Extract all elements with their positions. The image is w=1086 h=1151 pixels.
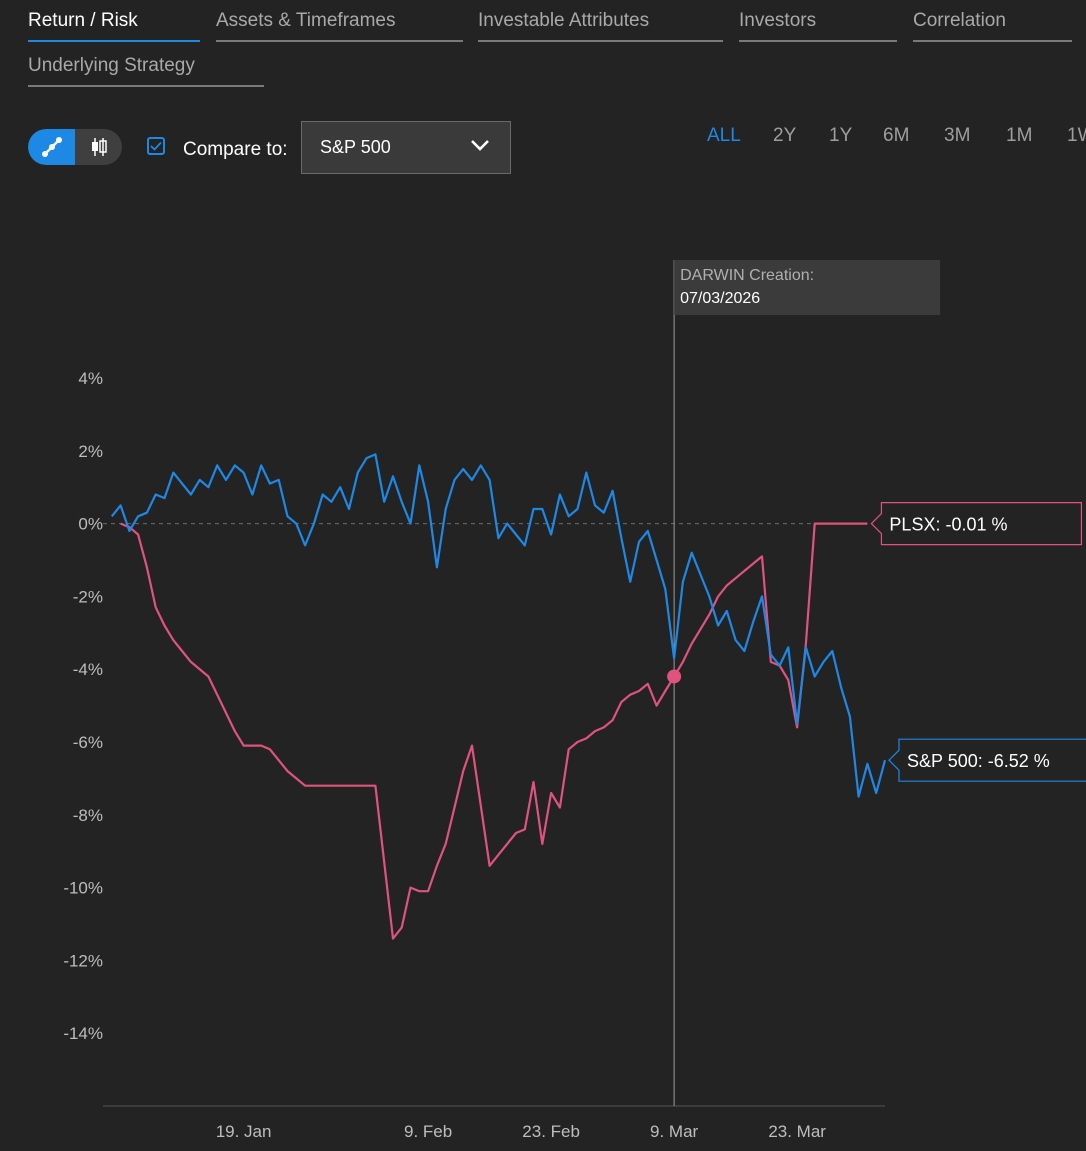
x-tick-label: 23. Mar bbox=[768, 1122, 826, 1141]
tab-investable-attributes[interactable]: Investable Attributes bbox=[478, 10, 650, 31]
tab-underline bbox=[478, 40, 723, 42]
tab-underline bbox=[216, 40, 463, 42]
x-tick-label: 9. Feb bbox=[404, 1122, 452, 1141]
series-line-sp500[interactable] bbox=[110, 453, 887, 798]
range-button-all[interactable]: ALL bbox=[707, 125, 741, 146]
tab-assets-timeframes[interactable]: Assets & Timeframes bbox=[216, 10, 396, 31]
y-tick-label: -12% bbox=[63, 951, 103, 970]
y-tick-label: 4% bbox=[78, 369, 103, 388]
compare-select[interactable]: S&P 500 bbox=[301, 121, 511, 174]
end-label-sp500-text: S&P 500: -6.52 % bbox=[907, 751, 1050, 771]
compare-label: Compare to: bbox=[183, 139, 288, 160]
y-tick-label: 0% bbox=[78, 515, 103, 534]
tab-return-risk[interactable]: Return / Risk bbox=[28, 10, 138, 31]
range-button-3m[interactable]: 3M bbox=[944, 125, 971, 146]
range-button-1w[interactable]: 1W bbox=[1067, 125, 1086, 146]
y-axis: 4% 2% 0% -2% -4% -6% -8% -10% -12% -14% bbox=[63, 369, 103, 1043]
creation-marker[interactable] bbox=[667, 669, 682, 684]
tab-underlying-strategy[interactable]: Underlying Strategy bbox=[28, 55, 195, 76]
candlestick-view-button[interactable] bbox=[75, 129, 122, 165]
tab-underline bbox=[28, 85, 264, 87]
tooltip-value: 07/03/2026 bbox=[680, 290, 760, 307]
y-tick-label: -14% bbox=[63, 1024, 103, 1043]
tab-investors[interactable]: Investors bbox=[739, 10, 817, 31]
end-label-plsx: PLSX: -0.01 % bbox=[870, 502, 1083, 546]
y-tick-label: -4% bbox=[73, 660, 103, 679]
chart-type-toggle bbox=[28, 129, 122, 165]
x-tick-label: 9. Mar bbox=[650, 1122, 699, 1141]
end-label-sp500: S&P 500: -6.52 % bbox=[888, 738, 1086, 782]
checkmark-icon bbox=[150, 141, 162, 151]
tab-underline-active bbox=[28, 40, 200, 42]
y-tick-label: -2% bbox=[73, 587, 103, 606]
end-label-plsx-text: PLSX: -0.01 % bbox=[889, 515, 1007, 535]
darwin-creation-tooltip: DARWIN Creation: 07/03/2026 bbox=[674, 260, 941, 315]
range-button-6m[interactable]: 6M bbox=[883, 125, 910, 146]
series-line-plsx[interactable] bbox=[120, 522, 868, 940]
compare-select-value: S&P 500 bbox=[320, 137, 391, 157]
tooltip-background bbox=[674, 260, 941, 315]
end-label-sp500-box bbox=[888, 738, 1086, 782]
y-tick-label: -8% bbox=[73, 806, 103, 825]
compare-checkbox[interactable] bbox=[147, 137, 165, 155]
end-label-plsx-box bbox=[870, 502, 1083, 546]
x-tick-label: 19. Jan bbox=[216, 1122, 272, 1141]
y-tick-label: 2% bbox=[78, 442, 103, 461]
line-chart-icon bbox=[41, 137, 62, 157]
tab-underline bbox=[913, 40, 1072, 42]
y-tick-label: -6% bbox=[73, 733, 103, 752]
tab-underline bbox=[739, 40, 897, 42]
tab-correlation[interactable]: Correlation bbox=[913, 10, 1006, 31]
range-button-1m[interactable]: 1M bbox=[1006, 125, 1033, 146]
chevron-down-icon bbox=[471, 140, 489, 151]
line-view-button[interactable] bbox=[28, 129, 75, 165]
candlestick-icon bbox=[91, 138, 107, 156]
range-button-1y[interactable]: 1Y bbox=[829, 125, 853, 146]
x-tick-label: 23. Feb bbox=[522, 1122, 580, 1141]
y-tick-label: -10% bbox=[63, 879, 103, 898]
tooltip-title: DARWIN Creation: bbox=[680, 267, 814, 284]
x-axis: 19. Jan 9. Feb 23. Feb 9. Mar 23. Mar bbox=[216, 1122, 827, 1141]
range-button-2y[interactable]: 2Y bbox=[773, 125, 797, 146]
